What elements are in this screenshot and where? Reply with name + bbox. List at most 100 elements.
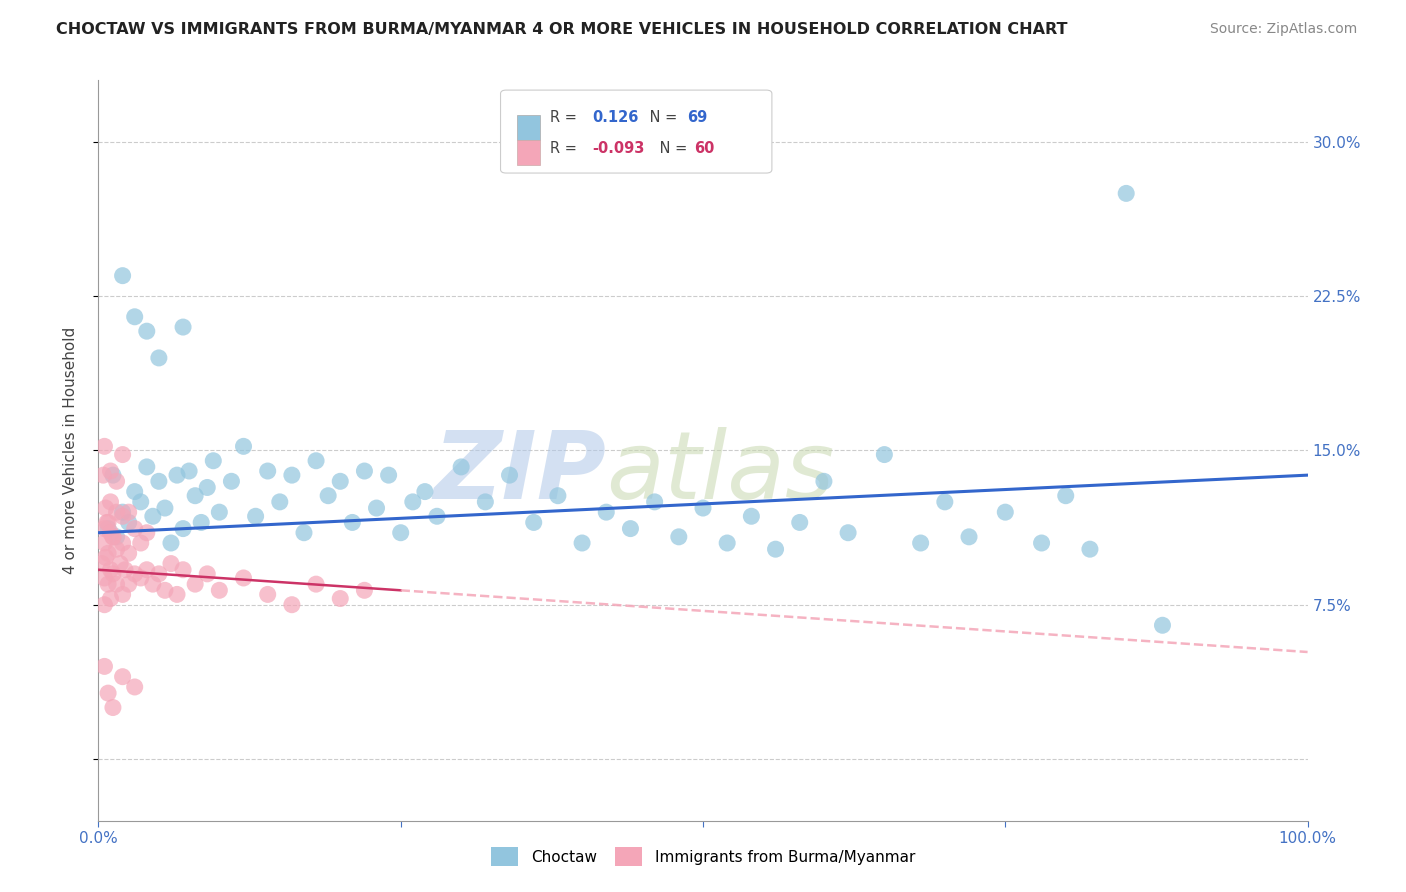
Point bbox=[595, 505, 617, 519]
Point bbox=[644, 495, 666, 509]
Point bbox=[105, 475, 128, 489]
Point bbox=[1054, 489, 1077, 503]
Point bbox=[118, 546, 141, 560]
Point bbox=[111, 268, 134, 283]
Point bbox=[93, 598, 115, 612]
Point bbox=[135, 324, 157, 338]
Point bbox=[105, 577, 128, 591]
Point bbox=[498, 468, 520, 483]
Point bbox=[523, 516, 546, 530]
Point bbox=[873, 448, 896, 462]
Point bbox=[93, 536, 115, 550]
Point bbox=[100, 563, 122, 577]
Point bbox=[118, 577, 141, 591]
Text: R =: R = bbox=[550, 141, 581, 156]
Point bbox=[256, 464, 278, 478]
Point bbox=[221, 475, 243, 489]
Point bbox=[111, 505, 134, 519]
Point bbox=[111, 587, 134, 601]
Point bbox=[195, 481, 218, 495]
Point bbox=[184, 489, 207, 503]
Point bbox=[342, 516, 364, 530]
Point bbox=[129, 536, 152, 550]
Point bbox=[837, 525, 859, 540]
Point bbox=[232, 571, 254, 585]
Point bbox=[1031, 536, 1053, 550]
Point bbox=[142, 509, 165, 524]
Point bbox=[129, 495, 152, 509]
Point bbox=[184, 577, 207, 591]
Point bbox=[813, 475, 835, 489]
Point bbox=[353, 464, 375, 478]
Point bbox=[142, 577, 165, 591]
Point bbox=[105, 530, 128, 544]
Point bbox=[135, 525, 157, 540]
Point bbox=[389, 525, 412, 540]
Point bbox=[105, 505, 128, 519]
Point bbox=[94, 501, 117, 516]
Point bbox=[160, 536, 183, 550]
Point bbox=[172, 522, 194, 536]
Text: N =: N = bbox=[655, 141, 692, 156]
Point bbox=[179, 464, 201, 478]
Text: 69: 69 bbox=[688, 111, 707, 126]
Point bbox=[97, 686, 120, 700]
Point bbox=[111, 448, 134, 462]
Point bbox=[91, 468, 114, 483]
Point bbox=[97, 546, 120, 560]
Legend: Choctaw, Immigrants from Burma/Myanmar: Choctaw, Immigrants from Burma/Myanmar bbox=[485, 841, 921, 872]
Point bbox=[93, 571, 115, 585]
Point bbox=[100, 495, 122, 509]
Point bbox=[111, 509, 134, 524]
Point bbox=[281, 598, 304, 612]
Point bbox=[190, 516, 212, 530]
Point bbox=[208, 583, 231, 598]
Point bbox=[124, 680, 146, 694]
Point bbox=[256, 587, 278, 601]
Point bbox=[353, 583, 375, 598]
Point bbox=[148, 475, 170, 489]
Point bbox=[202, 454, 225, 468]
Point bbox=[232, 439, 254, 453]
Point bbox=[195, 566, 218, 581]
Point bbox=[281, 468, 304, 483]
Point bbox=[124, 566, 146, 581]
Point bbox=[91, 557, 114, 571]
Point bbox=[166, 587, 188, 601]
Point bbox=[153, 583, 176, 598]
Point bbox=[153, 501, 176, 516]
Point bbox=[124, 522, 146, 536]
Point bbox=[269, 495, 291, 509]
Point bbox=[108, 557, 131, 571]
Text: R =: R = bbox=[550, 111, 581, 126]
Point bbox=[305, 577, 328, 591]
Point bbox=[1152, 618, 1174, 632]
Point bbox=[571, 536, 593, 550]
Point bbox=[96, 516, 118, 530]
Point bbox=[377, 468, 399, 483]
Point bbox=[93, 659, 115, 673]
Point bbox=[474, 495, 496, 509]
Point bbox=[329, 591, 352, 606]
Point bbox=[118, 505, 141, 519]
Point bbox=[934, 495, 956, 509]
Text: 0.126: 0.126 bbox=[592, 111, 638, 126]
Point bbox=[208, 505, 231, 519]
Point bbox=[413, 484, 436, 499]
Point bbox=[450, 459, 472, 474]
Point bbox=[765, 542, 787, 557]
Point bbox=[97, 516, 120, 530]
Y-axis label: 4 or more Vehicles in Household: 4 or more Vehicles in Household bbox=[63, 326, 77, 574]
Point bbox=[957, 530, 980, 544]
Text: 60: 60 bbox=[695, 141, 714, 156]
Point bbox=[426, 509, 449, 524]
Point bbox=[100, 591, 122, 606]
Point bbox=[316, 489, 339, 503]
Point bbox=[789, 516, 811, 530]
Text: -0.093: -0.093 bbox=[592, 141, 644, 156]
Point bbox=[305, 454, 328, 468]
Point bbox=[135, 459, 157, 474]
Point bbox=[366, 501, 388, 516]
Point bbox=[619, 522, 641, 536]
Point bbox=[1115, 186, 1137, 201]
